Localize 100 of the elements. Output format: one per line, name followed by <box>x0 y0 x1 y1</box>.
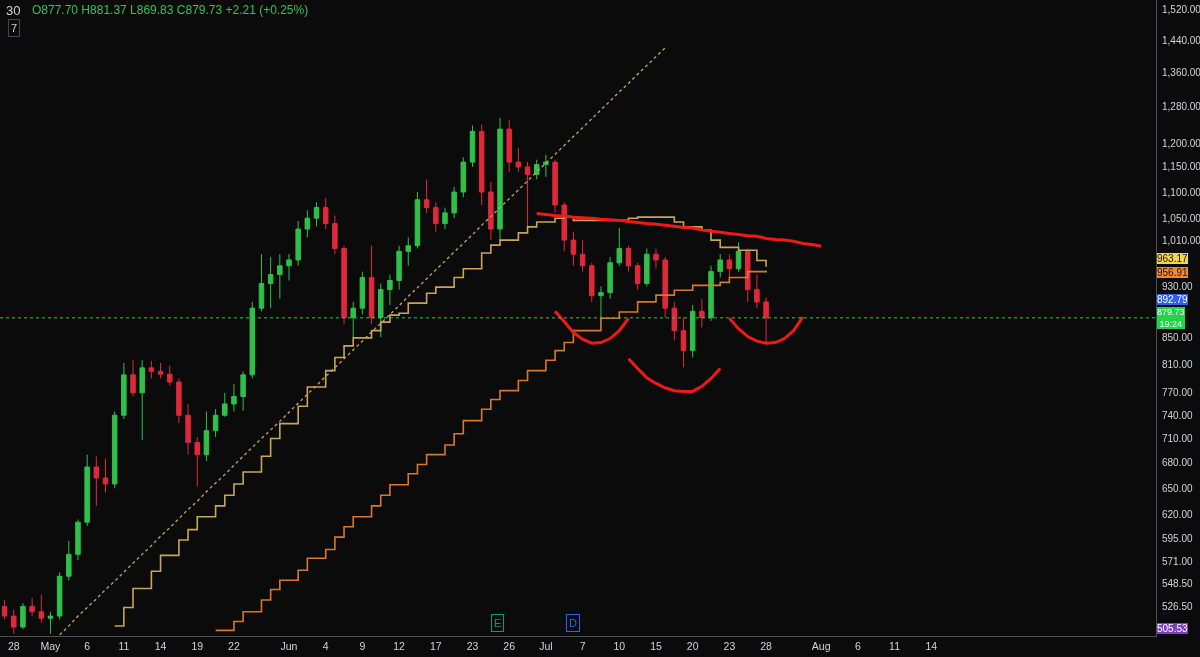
candlestick <box>332 215 338 255</box>
candlestick <box>488 181 494 241</box>
x-tick-label: 14 <box>154 639 167 652</box>
candlestick <box>111 410 118 489</box>
candlestick <box>267 256 274 309</box>
candlestick <box>451 186 457 219</box>
candlestick <box>552 159 558 214</box>
candlestick <box>121 362 127 420</box>
x-tick-label: 10 <box>613 639 626 652</box>
y-tick-label: 650.00 <box>1162 482 1194 494</box>
candlestick <box>277 253 283 300</box>
candlestick <box>433 201 439 233</box>
candlestick <box>185 403 191 456</box>
candlestick <box>708 265 714 322</box>
candlestick <box>387 274 393 306</box>
text: 956.91 <box>1157 267 1189 278</box>
candlestick <box>203 410 210 462</box>
candlestick <box>157 362 164 379</box>
candlestick <box>689 304 696 358</box>
candlestick <box>589 262 595 303</box>
y-tick-label: 595.00 <box>1162 532 1194 544</box>
x-tick-label: 22 <box>228 639 240 652</box>
candlestick <box>469 124 476 168</box>
y-tick-label: 1,440.00 <box>1162 34 1200 46</box>
candlestick <box>93 455 100 507</box>
candlestick <box>378 283 384 338</box>
candlestick <box>442 207 448 230</box>
candlestick <box>460 156 467 198</box>
candlestick <box>524 161 531 227</box>
x-tick-label: 28 <box>760 639 773 652</box>
candlestick <box>579 239 586 273</box>
candlestick <box>754 274 760 309</box>
x-tick-label: 11 <box>889 639 901 652</box>
candlestick <box>680 317 687 368</box>
x-tick-label: 12 <box>393 639 406 652</box>
x-tick-label: 17 <box>429 639 442 652</box>
candlestick <box>717 253 723 279</box>
candlestick <box>249 301 256 379</box>
candlestick <box>130 359 136 398</box>
text: 963.17 <box>1157 253 1189 264</box>
candlestick <box>763 297 769 344</box>
candlestick <box>515 147 522 173</box>
candlestick <box>286 253 292 282</box>
candlestick <box>322 197 329 230</box>
chart-title: 30 <box>6 3 21 19</box>
candlestick <box>139 359 145 441</box>
text: 892.79 <box>1157 294 1189 305</box>
candlestick <box>148 360 155 379</box>
y-tick-label: 680.00 <box>1162 457 1194 469</box>
candlestick <box>11 609 17 635</box>
line-series <box>727 315 805 345</box>
y-tick-label: 740.00 <box>1162 409 1194 421</box>
candlestick <box>570 231 577 267</box>
candlestick <box>47 611 54 635</box>
candlestick <box>1 599 8 620</box>
candlestick <box>414 191 421 250</box>
candlestick <box>634 262 641 291</box>
candlestick <box>662 256 668 319</box>
candlestick <box>38 594 45 624</box>
x-tick-label: 26 <box>503 639 516 652</box>
y-tick-label: 850.00 <box>1162 331 1194 343</box>
candlestick <box>533 159 540 180</box>
candlestick <box>616 227 623 267</box>
y-tick-label: 710.00 <box>1162 433 1194 445</box>
y-tick-label: 571.00 <box>1162 555 1194 567</box>
candlestick <box>341 245 347 325</box>
y-tick-label: 620.00 <box>1162 509 1194 521</box>
candlestick <box>66 540 72 581</box>
candlestick <box>744 248 751 303</box>
y-tick-label: 810.00 <box>1162 358 1194 370</box>
candlestick <box>212 408 219 438</box>
x-tick-label: 6 <box>84 639 91 652</box>
x-tick-label: 9 <box>359 639 366 652</box>
candlestick <box>166 365 173 387</box>
x-tick-label: 28 <box>7 639 20 652</box>
candlestick <box>295 220 301 267</box>
y-tick-label: 1,520.00 <box>1162 4 1200 16</box>
x-tick-label: 14 <box>925 639 938 652</box>
candlestick <box>735 241 742 273</box>
candlestick <box>396 245 402 291</box>
x-tick-label: May <box>40 639 62 652</box>
candlestick <box>313 201 320 227</box>
y-tick-label: 1,010.00 <box>1162 234 1200 246</box>
candlestick <box>84 454 90 527</box>
annotation: E <box>494 617 502 629</box>
line-series <box>535 211 823 248</box>
x-tick-label: 19 <box>191 639 204 652</box>
ref-line-label: 879.73 19:24 <box>1157 307 1185 329</box>
x-tick-label: 6 <box>854 639 861 652</box>
x-tick-label: Jun <box>280 639 298 652</box>
x-tick-label: 15 <box>650 639 662 652</box>
y-tick-label: 1,200.00 <box>1162 137 1200 149</box>
candlestick <box>102 458 109 494</box>
candlestick <box>405 236 412 267</box>
line-series <box>626 357 722 393</box>
candlestick <box>726 253 733 279</box>
y-tick-label: 770.00 <box>1162 387 1194 399</box>
candlestick <box>497 117 503 241</box>
candlestick <box>699 298 705 328</box>
candlestick <box>561 201 567 252</box>
